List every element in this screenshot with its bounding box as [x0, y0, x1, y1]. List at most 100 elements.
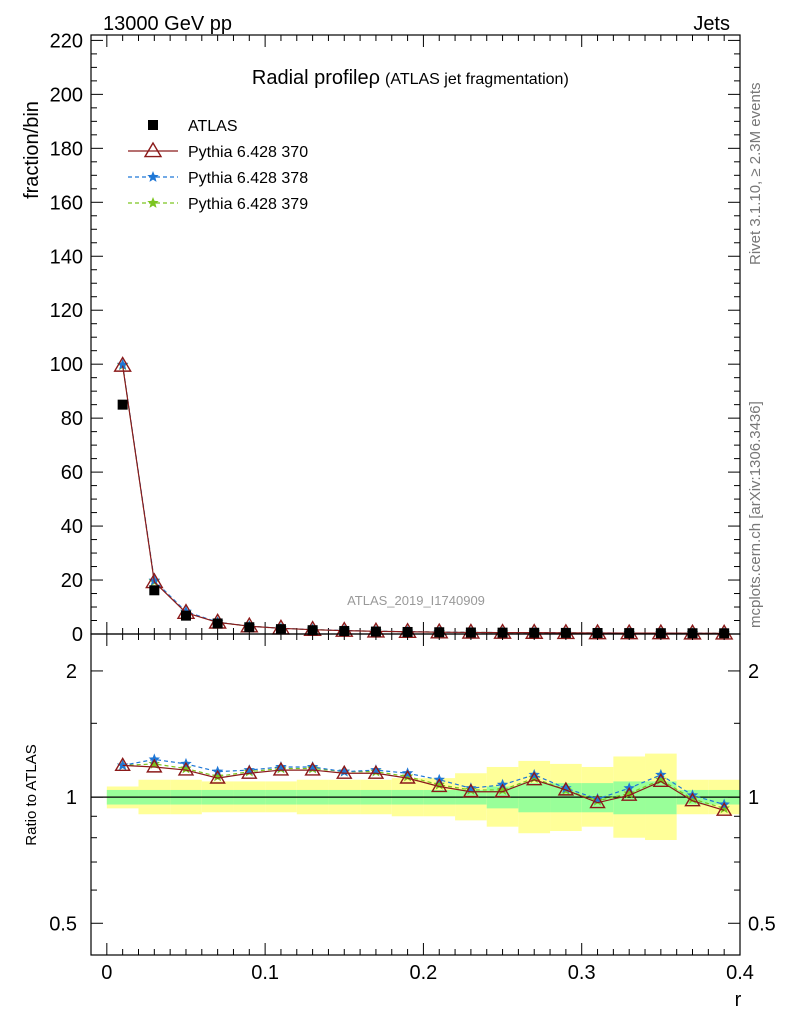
atlas-data-point	[497, 627, 508, 638]
main-ylabel: fraction/bin	[21, 101, 43, 199]
atlas-data-point	[624, 628, 635, 639]
mc-379-point	[718, 802, 730, 814]
x-tick-label: 0.4	[726, 962, 754, 984]
chart-title: Radial profileρ	[252, 67, 380, 89]
legend-label: Pythia 6.428 378	[188, 170, 308, 187]
mc-370-point	[272, 761, 290, 776]
x-tick-label: 0.2	[410, 962, 438, 984]
atlas-data-point	[180, 610, 191, 621]
rivet-label: Rivet 3.1.10, ≥ 2.3M events	[747, 83, 764, 266]
atlas-data-point	[148, 120, 158, 130]
mc-370-point	[525, 771, 543, 786]
mc-370-point	[113, 356, 132, 372]
ratio-panel: 0.5 0.5 1 1 2 2 0 0.1 0.2 0.3 0.4 Ratio to ATLAS r	[23, 633, 776, 1011]
mc-378-point	[465, 782, 477, 794]
legend-label: ATLAS	[188, 118, 238, 135]
y-tick-label: 0	[72, 624, 83, 646]
ratio-y-tick-label: 1	[66, 787, 77, 809]
mc-379-point	[655, 773, 667, 785]
y-tick-label: 120	[50, 300, 83, 322]
mc-379-point	[496, 783, 509, 795]
atlas-data-point	[655, 628, 666, 639]
mc-379-point	[528, 772, 540, 783]
mc-379-point	[433, 778, 445, 790]
mc-379-point	[148, 757, 161, 769]
atlas-data-point	[402, 626, 413, 637]
legend: ATLAS Pythia 6.428 370 Pythia 6.428 378 Pyt…	[128, 118, 308, 213]
atlas-data-point	[339, 626, 350, 637]
header-right: Jets	[693, 13, 730, 35]
mc-378-point	[338, 765, 350, 777]
mc-370-point	[336, 764, 353, 779]
mc-370-point	[209, 769, 226, 784]
legend-label: Pythia 6.428 370	[188, 144, 308, 161]
mc-378-point	[116, 358, 129, 370]
ratio-frame	[90, 633, 741, 956]
atlas-data-point	[212, 618, 223, 629]
mc-370-point	[114, 757, 131, 772]
atlas-data-point	[149, 585, 160, 596]
atlas-data-point	[117, 399, 128, 410]
atlas-data-point	[719, 628, 730, 639]
chart-subtitle: (ATLAS jet fragmentation)	[385, 71, 569, 88]
x-axis-label: r	[735, 989, 742, 1011]
x-tick-label: 0.3	[568, 962, 596, 984]
x-tick-label: 0	[101, 962, 112, 984]
ratio-y-tick-label-right: 2	[748, 661, 759, 683]
mc-378-point	[275, 760, 287, 772]
mc-378-point	[528, 768, 540, 780]
mc-378-point	[370, 764, 382, 775]
atlas-data-point	[244, 622, 255, 633]
mc-370-point	[652, 773, 670, 788]
atlas-data-point	[465, 627, 476, 638]
y-tick-label: 160	[50, 192, 83, 214]
atlas-data-point	[434, 627, 445, 638]
atlas-data-point	[370, 626, 381, 637]
ratio-series-line	[122, 758, 725, 806]
mc-370-point	[684, 792, 701, 807]
mc-370-point	[462, 783, 480, 798]
mc-370-point	[241, 764, 258, 779]
mc-379-point	[686, 792, 699, 804]
y-tick-label: 60	[61, 462, 83, 484]
mc-370-point	[146, 758, 163, 773]
x-tick-label: 0.1	[251, 962, 279, 984]
mc-378-point	[560, 782, 572, 794]
mc-378-point	[401, 767, 414, 779]
y-tick-label: 80	[61, 408, 83, 430]
mc-370-point	[399, 769, 416, 784]
mc-370-point	[143, 141, 163, 158]
atlas-data-point	[529, 627, 540, 638]
atlas-data-point	[592, 628, 603, 639]
ratio-y-tick-label: 0.5	[49, 913, 77, 935]
mc-370-point	[177, 761, 195, 776]
mc-370-point	[589, 794, 606, 809]
mc-370-point	[367, 764, 385, 779]
ratio-y-tick-label-right: 0.5	[748, 913, 776, 935]
mc-379-point	[623, 787, 635, 799]
mc-379-point	[211, 770, 224, 782]
main-panel: 0 20 40 60 80 100 120 140 160 180 200 220 fraction/…	[21, 30, 741, 646]
legend-label: Pythia 6.428 379	[188, 196, 308, 213]
y-tick-label: 40	[61, 516, 83, 538]
watermark: ATLAS_2019_I1740909	[347, 593, 485, 608]
y-tick-label: 180	[50, 138, 83, 160]
mc-379-point	[401, 770, 414, 782]
y-tick-label: 140	[50, 246, 83, 268]
mc-379-point	[147, 197, 159, 208]
mc-370-point	[620, 786, 638, 801]
y-tick-label: 220	[50, 30, 83, 52]
y-tick-label: 100	[50, 354, 83, 376]
mc-378-point	[116, 759, 129, 771]
mc-370-point	[494, 783, 511, 798]
ratio-series-line	[122, 763, 725, 809]
mc-378-point	[591, 792, 604, 804]
mc-370-point	[304, 761, 321, 776]
mc-370-point	[431, 778, 448, 793]
mc-378-point	[306, 760, 319, 772]
ratio-y-tick-label: 2	[66, 661, 77, 683]
atlas-data-point	[687, 628, 698, 639]
y-tick-label: 20	[61, 570, 83, 592]
header-left: 13000 GeV pp	[103, 13, 232, 35]
